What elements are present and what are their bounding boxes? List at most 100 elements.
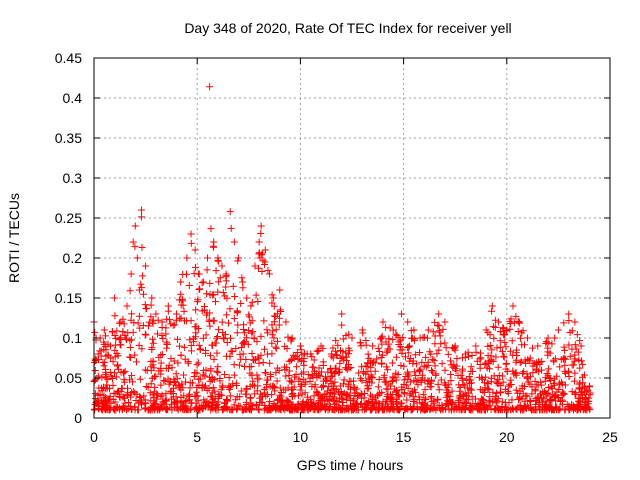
data-point	[498, 348, 506, 356]
data-point	[548, 385, 556, 393]
data-point	[299, 398, 307, 406]
data-point	[128, 372, 136, 380]
data-point	[354, 406, 362, 414]
data-point	[318, 383, 326, 391]
data-point	[222, 396, 230, 404]
data-point	[270, 334, 278, 342]
data-point	[172, 370, 180, 378]
data-point	[211, 387, 219, 395]
data-point	[504, 368, 512, 376]
data-point	[168, 364, 176, 372]
data-point	[485, 397, 493, 405]
data-point	[199, 371, 207, 379]
data-point	[257, 222, 265, 230]
data-point	[293, 349, 301, 357]
data-point	[480, 389, 488, 397]
data-point	[396, 405, 404, 413]
data-point	[178, 380, 186, 388]
data-point	[166, 316, 174, 324]
data-point	[410, 368, 418, 376]
data-point	[332, 337, 340, 345]
data-point	[424, 401, 432, 409]
data-point	[242, 390, 250, 398]
data-point	[435, 321, 443, 329]
data-point	[467, 367, 475, 375]
data-point	[586, 389, 594, 397]
data-point	[357, 375, 365, 383]
data-point	[404, 405, 412, 413]
data-point	[439, 325, 447, 333]
data-point	[503, 405, 511, 413]
data-point	[581, 395, 589, 403]
data-point	[191, 246, 199, 254]
data-point	[298, 390, 306, 398]
data-point	[557, 355, 565, 363]
data-point	[196, 406, 204, 414]
data-point	[214, 256, 222, 264]
data-point	[430, 357, 438, 365]
data-point	[489, 388, 497, 396]
data-point	[524, 378, 532, 386]
data-point	[374, 383, 382, 391]
data-point	[535, 394, 543, 402]
data-point	[254, 298, 262, 306]
data-point	[191, 323, 199, 331]
data-point	[473, 402, 481, 410]
data-point	[235, 361, 243, 369]
data-point	[497, 382, 505, 390]
data-point	[138, 213, 146, 221]
data-point	[310, 392, 318, 400]
data-point	[102, 332, 110, 340]
data-point	[196, 346, 204, 354]
data-point	[213, 401, 221, 409]
data-point	[91, 367, 99, 375]
data-point	[192, 306, 200, 314]
data-point	[157, 393, 165, 401]
data-point	[177, 290, 185, 298]
y-tick-label: 0.4	[63, 90, 83, 106]
data-point	[438, 405, 446, 413]
data-point	[361, 390, 369, 398]
data-point	[218, 318, 226, 326]
data-point	[297, 346, 305, 354]
data-point	[256, 399, 264, 407]
data-point	[482, 406, 490, 414]
data-point	[431, 362, 439, 370]
data-point	[382, 323, 390, 331]
data-point	[541, 398, 549, 406]
data-point	[304, 393, 312, 401]
data-point	[573, 331, 581, 339]
data-point	[273, 377, 281, 385]
data-point	[307, 398, 315, 406]
data-point	[418, 358, 426, 366]
data-point	[560, 354, 568, 362]
data-point	[131, 351, 139, 359]
data-point	[91, 328, 99, 336]
data-point	[242, 399, 250, 407]
data-point	[247, 394, 255, 402]
data-point	[259, 256, 267, 264]
data-point	[433, 350, 441, 358]
data-point	[271, 313, 279, 321]
data-point	[329, 344, 337, 352]
data-point	[373, 355, 381, 363]
data-point	[340, 376, 348, 384]
data-point	[280, 386, 288, 394]
data-point	[162, 396, 170, 404]
data-point	[388, 378, 396, 386]
data-point	[542, 340, 550, 348]
data-point	[507, 376, 515, 384]
data-point	[332, 351, 340, 359]
data-point	[441, 318, 449, 326]
data-point	[308, 363, 316, 371]
data-point	[461, 389, 469, 397]
data-point	[333, 405, 341, 413]
data-point	[404, 384, 412, 392]
x-tick-labels: 0 5 10 15 20 25	[90, 429, 618, 445]
data-point	[171, 377, 179, 385]
data-point	[514, 328, 522, 336]
plot-frame	[93, 57, 611, 419]
data-point	[111, 353, 119, 361]
data-point	[221, 370, 229, 378]
